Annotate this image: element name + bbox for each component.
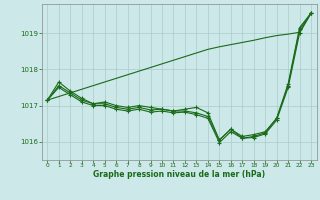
X-axis label: Graphe pression niveau de la mer (hPa): Graphe pression niveau de la mer (hPa)	[93, 170, 265, 179]
